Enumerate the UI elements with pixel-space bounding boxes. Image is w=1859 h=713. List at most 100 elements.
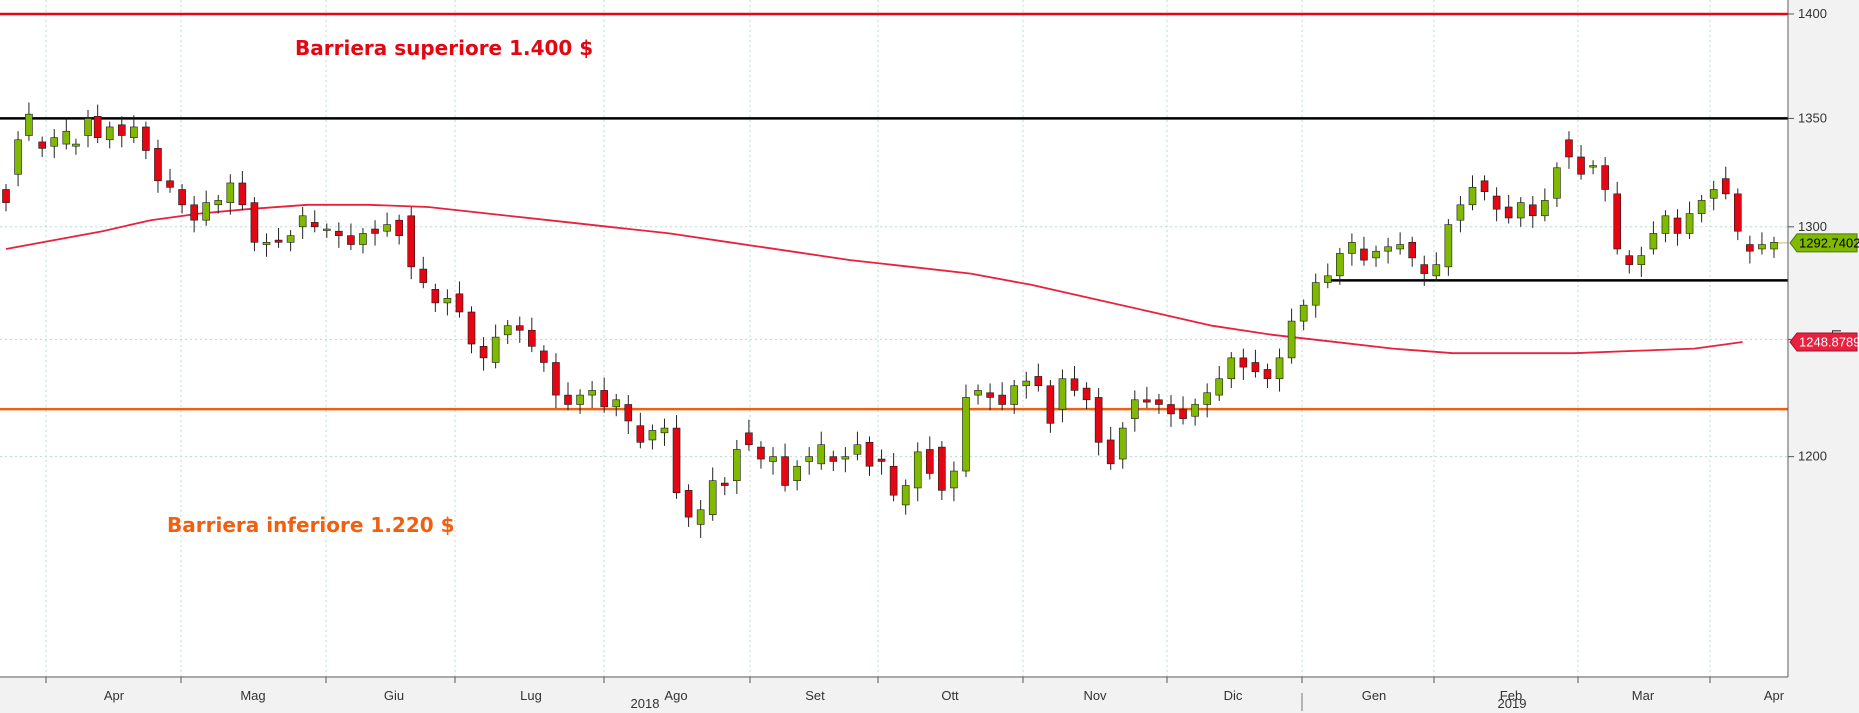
candle-body-up <box>1275 357 1284 380</box>
x-month-label: Giu <box>384 688 404 703</box>
candle-body-down <box>1480 180 1489 192</box>
candle <box>901 479 910 515</box>
candle-body-up <box>733 449 741 481</box>
candle <box>1360 236 1368 266</box>
candle-body-up <box>130 126 138 138</box>
candle <box>359 227 367 254</box>
candle-body-up <box>72 143 80 147</box>
candle-body-down <box>1601 165 1609 190</box>
candle <box>841 447 850 473</box>
candle <box>1420 255 1429 286</box>
candle-body-up <box>805 456 813 462</box>
candle-body-down <box>564 394 572 405</box>
candle <box>769 447 777 475</box>
candle-body-up <box>1444 224 1453 268</box>
candle-body-down <box>1673 217 1682 234</box>
candle <box>1528 196 1537 228</box>
candle <box>503 319 512 345</box>
candle <box>1637 246 1646 277</box>
candle-body-up <box>1215 378 1224 396</box>
candle-body-down <box>1613 193 1622 250</box>
candle-body-down <box>986 392 994 398</box>
candle-body-up <box>286 235 295 243</box>
candle <box>178 184 186 214</box>
candle-body-up <box>793 465 801 481</box>
candle-body-up <box>298 215 307 228</box>
candle <box>1179 396 1187 425</box>
candle-body-down <box>455 293 464 313</box>
candle <box>1697 194 1706 223</box>
candle-body-up <box>1661 215 1670 234</box>
candle-body-up <box>62 130 71 145</box>
candle <box>1191 398 1199 426</box>
candle <box>1770 236 1778 258</box>
candle-body-down <box>636 425 645 443</box>
candle-body-up <box>1058 378 1067 410</box>
candle <box>117 116 126 148</box>
candle-body-up <box>1709 189 1718 199</box>
candle-body-up <box>1227 357 1236 380</box>
candle-body-down <box>335 230 343 236</box>
candle <box>817 431 826 470</box>
candle-body-up <box>1336 253 1344 277</box>
candle <box>528 317 536 353</box>
candle-body-up <box>708 480 717 515</box>
candle-body-up <box>817 444 826 465</box>
candle-body-up <box>105 126 114 141</box>
candle-body-up <box>1323 275 1332 283</box>
candle <box>226 174 235 215</box>
candle-body-up <box>588 390 596 396</box>
x-month-label: Set <box>805 688 825 703</box>
candle <box>757 441 765 469</box>
candle-body-down <box>419 268 428 283</box>
candle <box>214 194 223 214</box>
candle-body-down <box>1046 385 1055 424</box>
candle <box>1070 365 1079 397</box>
candle-body-up <box>1384 246 1392 252</box>
candle-body-down <box>829 456 838 462</box>
candle-body-up <box>576 394 584 405</box>
candle <box>105 121 114 149</box>
candle <box>407 206 416 280</box>
candle-body-up <box>1758 244 1766 250</box>
candle-body-down <box>781 456 789 486</box>
y-tick-label: 1350 <box>1798 110 1827 125</box>
candle-body-down <box>1746 244 1754 252</box>
candle-body-up <box>1287 320 1296 359</box>
candle-body-down <box>38 141 46 149</box>
candle <box>467 306 476 354</box>
candle-body-up <box>950 470 958 489</box>
candle-body-up <box>202 202 210 221</box>
candle-body-up <box>50 137 59 147</box>
candle <box>166 168 174 193</box>
candle <box>660 418 669 446</box>
candle-body-down <box>250 202 259 243</box>
candle-body-down <box>1565 139 1573 158</box>
candle <box>515 316 524 343</box>
candle <box>2 184 10 212</box>
candle <box>600 377 608 413</box>
candle <box>1541 188 1549 222</box>
candle <box>14 131 22 187</box>
x-month-label: Apr <box>104 688 125 703</box>
candle-body-up <box>1516 202 1525 219</box>
candle <box>1577 145 1585 180</box>
candle-body-up <box>1456 204 1465 221</box>
candle <box>1010 379 1019 414</box>
candle <box>310 210 319 233</box>
candle <box>93 104 102 143</box>
candle <box>1034 363 1043 392</box>
candle-body-up <box>1131 399 1139 419</box>
candle <box>1275 348 1284 392</box>
candle <box>1456 196 1465 233</box>
candle-body-up <box>1010 385 1019 405</box>
candle-body-up <box>901 485 910 506</box>
candle <box>1468 175 1477 211</box>
last-price-tag-bg <box>1789 233 1858 253</box>
candle-body-up <box>1348 242 1356 254</box>
candle-body-down <box>190 204 198 221</box>
candle-body-up <box>214 200 223 206</box>
candle <box>950 461 958 502</box>
candle <box>781 443 789 492</box>
